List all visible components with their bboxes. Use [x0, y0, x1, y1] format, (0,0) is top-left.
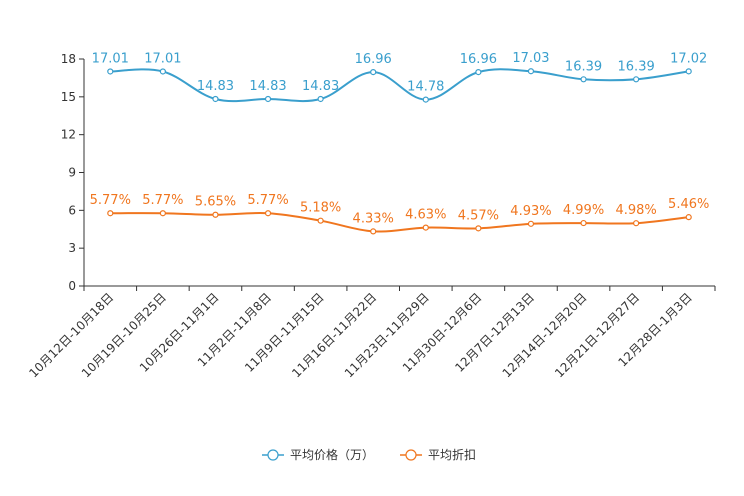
data-label: 5.77% [247, 193, 288, 208]
data-point[interactable] [475, 225, 482, 232]
legend-label: 平均折扣 [428, 447, 476, 462]
data-point[interactable] [633, 220, 640, 227]
data-label: 17.01 [92, 51, 129, 66]
y-tick-label: 0 [68, 279, 76, 293]
data-label: 14.78 [407, 80, 444, 95]
data-point[interactable] [370, 228, 377, 235]
y-tick-label: 9 [68, 166, 76, 180]
data-point[interactable] [264, 210, 272, 217]
data-point[interactable] [580, 76, 587, 83]
data-point[interactable] [159, 210, 166, 217]
data-label: 5.18% [300, 201, 341, 216]
data-point[interactable] [107, 210, 114, 217]
data-label: 5.46% [668, 197, 709, 212]
data-label: 5.77% [142, 193, 183, 208]
data-label: 5.77% [90, 193, 131, 208]
data-label: 16.96 [460, 52, 497, 67]
data-point[interactable] [212, 211, 219, 218]
y-tick-label: 3 [68, 241, 76, 255]
data-point[interactable] [475, 69, 482, 76]
y-tick-label: 15 [61, 90, 76, 104]
data-label: 16.39 [618, 59, 655, 74]
series-line [110, 212, 689, 233]
series-avg-price: 17.01 17.01 14.83 14.83 14.83 16.96 14.78 16.96… [92, 51, 707, 103]
data-point[interactable] [527, 68, 535, 75]
legend-label: 平均价格（万） [290, 447, 374, 462]
data-point[interactable] [317, 217, 324, 224]
data-point[interactable] [527, 220, 535, 227]
data-point[interactable] [107, 68, 114, 75]
data-point[interactable] [370, 69, 377, 76]
data-label: 17.03 [512, 51, 549, 66]
data-label: 17.01 [144, 51, 181, 66]
data-point[interactable] [159, 68, 166, 75]
data-point[interactable] [685, 214, 692, 221]
legend-item-avg-price[interactable]: 平均价格（万） [262, 447, 374, 462]
data-label: 4.33% [353, 211, 394, 226]
data-point[interactable] [580, 219, 587, 227]
data-label: 14.83 [197, 79, 234, 94]
data-label: 17.02 [670, 51, 707, 66]
legend-marker-icon [405, 449, 417, 461]
data-label: 4.63% [405, 208, 446, 223]
legend-item-avg-discount[interactable]: 平均折扣 [400, 447, 476, 462]
series-layer: 17.01 17.01 14.83 14.83 14.83 16.96 14.78 16.96… [90, 51, 709, 235]
data-label: 4.98% [615, 203, 656, 218]
data-label: 14.83 [249, 79, 286, 94]
data-point[interactable] [422, 224, 429, 231]
data-point[interactable] [633, 76, 640, 83]
y-tick-label: 12 [61, 128, 76, 142]
series-avg-discount: 5.77% 5.77% 5.65% 5.77% 5.18% 4.33% 4.63% 4.57%… [90, 193, 709, 235]
data-label: 5.65% [195, 195, 236, 210]
legend-marker-icon [267, 449, 279, 461]
data-label: 16.39 [565, 59, 602, 74]
x-category-label: 10月12日-10月18日 [26, 290, 116, 380]
data-point[interactable] [685, 68, 692, 75]
data-label: 16.96 [355, 52, 392, 67]
data-label: 4.93% [510, 204, 551, 219]
data-point[interactable] [422, 96, 429, 103]
data-point[interactable] [264, 95, 272, 103]
data-label: 4.57% [458, 208, 499, 223]
data-point[interactable] [317, 95, 324, 103]
data-point[interactable] [212, 95, 219, 103]
legend[interactable]: 平均价格（万） 平均折扣 [262, 447, 476, 462]
y-tick-label: 18 [61, 52, 76, 66]
y-tick-label: 6 [68, 203, 76, 217]
data-label: 4.99% [563, 203, 604, 218]
data-label: 14.83 [302, 79, 339, 94]
